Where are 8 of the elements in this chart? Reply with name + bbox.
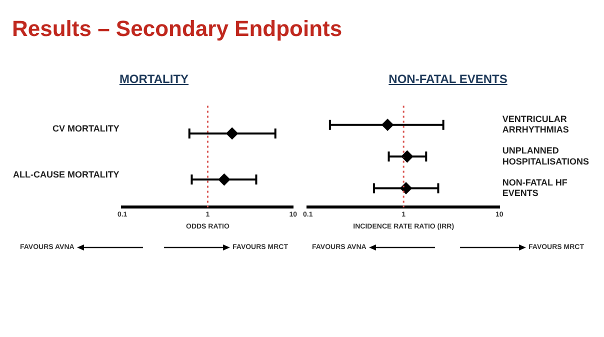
chart-subtitle: MORTALITY (118, 72, 190, 86)
y-tick-label: VENTRICULAR ARRHYTHMIAS (502, 114, 569, 135)
y-tick-label: ALL-CAUSE MORTALITY (12, 170, 120, 180)
chart-subtitle: NON-FATAL EVENTS (388, 72, 508, 86)
y-tick-label: CV MORTALITY (52, 123, 120, 134)
y-tick-label: NON-FATAL HF EVENTS (502, 177, 568, 198)
chart-title: Results – Secondary Endpoints (11, 15, 344, 43)
y-tick-label: UNPLANNED HOSPITALISATIONS (502, 146, 590, 166)
